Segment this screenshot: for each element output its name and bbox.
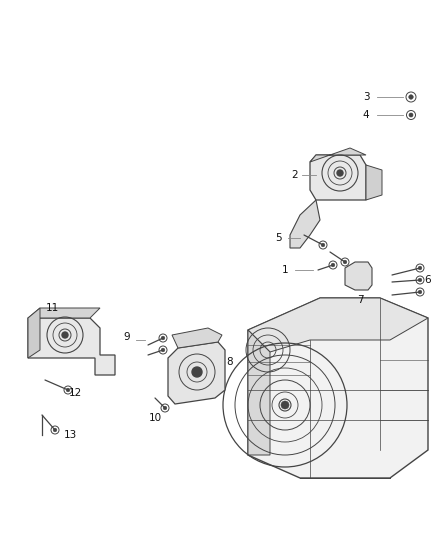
Text: 2: 2 [292,170,298,180]
Text: 1: 1 [282,265,288,275]
Polygon shape [248,298,428,352]
Circle shape [409,95,413,99]
Circle shape [66,388,70,392]
Circle shape [409,113,413,117]
Circle shape [418,266,422,270]
Polygon shape [172,328,222,348]
Text: 4: 4 [363,110,369,120]
Text: 3: 3 [363,92,369,102]
Polygon shape [28,318,115,375]
Polygon shape [310,148,366,162]
Circle shape [331,263,335,267]
Circle shape [337,170,343,176]
Polygon shape [168,342,225,404]
Circle shape [321,243,325,247]
Polygon shape [248,330,270,455]
Circle shape [418,290,422,294]
Polygon shape [28,308,100,318]
Circle shape [281,401,289,409]
Text: 13: 13 [64,430,77,440]
Circle shape [192,367,202,377]
Polygon shape [310,155,366,200]
Circle shape [53,428,57,432]
Text: 10: 10 [148,413,162,423]
Circle shape [161,336,165,340]
Polygon shape [248,298,428,478]
Text: 11: 11 [46,303,59,313]
Polygon shape [28,308,40,358]
Text: 9: 9 [124,332,131,342]
Circle shape [418,278,422,282]
Circle shape [62,332,68,338]
Text: 7: 7 [357,295,363,305]
Polygon shape [290,200,320,248]
Polygon shape [366,165,382,200]
Polygon shape [345,262,372,290]
Text: 12: 12 [68,388,81,398]
Text: 5: 5 [275,233,281,243]
Text: 8: 8 [227,357,233,367]
Text: 6: 6 [425,275,431,285]
Circle shape [161,348,165,352]
Circle shape [343,260,347,264]
Circle shape [163,406,167,410]
